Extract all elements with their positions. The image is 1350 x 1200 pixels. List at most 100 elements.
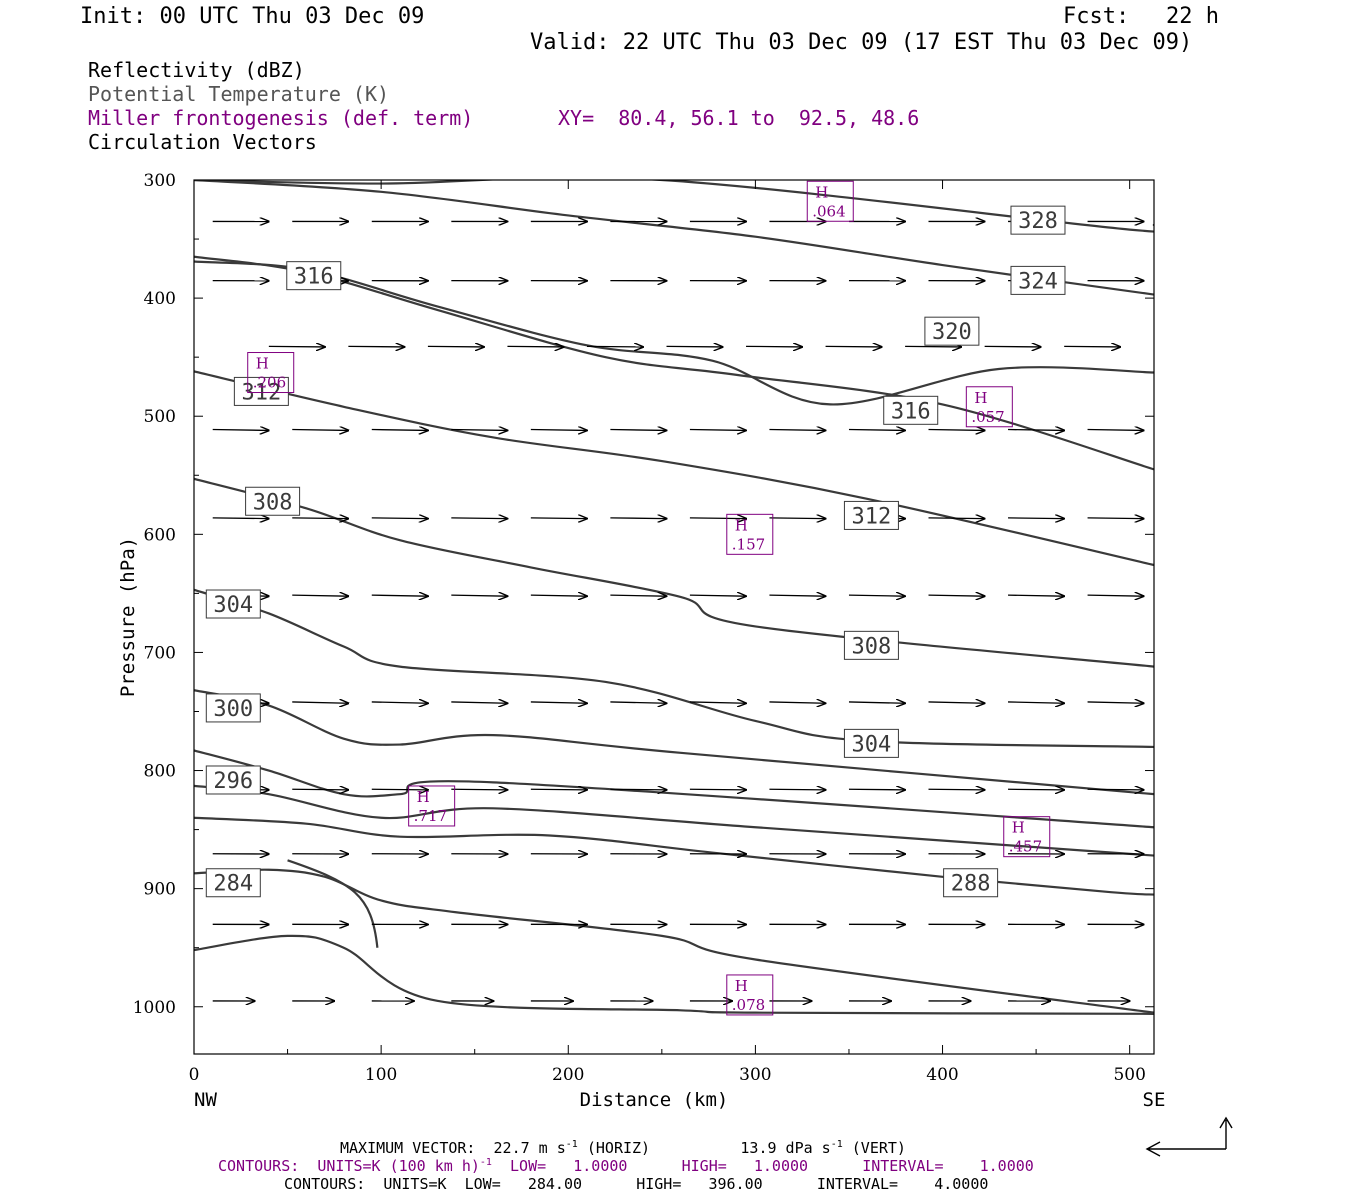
valid-time: Valid: 22 UTC Thu 03 Dec 09 (17 EST Thu … <box>530 30 1193 55</box>
forecast-label: Fcst: <box>1063 4 1130 29</box>
theta-label-308: 308 <box>843 630 899 660</box>
x-tick-label: 100 <box>365 1065 397 1085</box>
circulation-vector <box>769 789 825 790</box>
circulation-vector <box>1008 518 1064 519</box>
legend-potential-temperature: Potential Temperature (K) <box>88 82 390 106</box>
circulation-vector <box>1087 702 1144 703</box>
legend-circulation-vectors: Circulation Vectors <box>88 130 317 154</box>
frontogenesis-box <box>408 785 456 827</box>
theta-label-box <box>843 500 899 530</box>
circulation-vector <box>371 518 428 519</box>
max-vert-value: 13.9 dPa s <box>740 1139 831 1157</box>
circulation-vector <box>530 518 587 519</box>
theta-label-284: 284 <box>205 868 261 898</box>
theta-contour-312 <box>194 370 1154 567</box>
frontogenesis-box <box>965 386 1013 428</box>
frontogenesis-h-label: H <box>417 788 430 806</box>
circulation-vector <box>212 430 269 431</box>
reference-vector-vertical <box>1219 1116 1233 1149</box>
theta-label-324: 324 <box>1010 265 1066 295</box>
circulation-vector <box>292 595 348 596</box>
circulation-vector <box>292 430 348 431</box>
circulation-vector <box>530 595 587 596</box>
theta-label-box <box>1010 265 1066 295</box>
theta-label-text: 304 <box>213 593 253 618</box>
frontogenesis-value: .157 <box>732 535 765 553</box>
circulation-vector <box>689 430 746 431</box>
x-tick-label: 500 <box>1113 1065 1145 1085</box>
legend-reflectivity: Reflectivity (dBZ) <box>88 58 305 82</box>
forecast-hour: 22 h <box>1166 4 1219 29</box>
circulation-vector <box>1087 789 1144 790</box>
circulation-vector <box>848 789 905 790</box>
circulation-vector <box>371 430 428 431</box>
theta-label-304: 304 <box>205 589 261 619</box>
circulation-vector <box>1008 789 1064 790</box>
max-vert-exponent: -1 <box>830 1139 843 1150</box>
circulation-vector <box>292 789 348 790</box>
max-horiz-value: 22.7 m s <box>493 1139 566 1157</box>
frontogenesis-box <box>1003 816 1051 858</box>
circulation-vector <box>530 789 587 790</box>
frontogenesis-max: H.078 <box>726 974 774 1016</box>
y-tick-label: 700 <box>144 643 176 663</box>
frontogenesis-max: H.057 <box>965 386 1013 428</box>
circulation-vector <box>451 702 507 703</box>
cross-section-endpoints: XY= 80.4, 56.1 to 92.5, 48.6 <box>558 106 920 130</box>
circulation-vector <box>292 702 348 703</box>
contours-frontogenesis-info: CONTOURS: UNITS=K (100 km h)-1 LOW= 1.00… <box>218 1157 1034 1175</box>
circulation-vector <box>451 789 507 790</box>
theta-label-text: 328 <box>1018 209 1058 234</box>
contours1-exponent: -1 <box>479 1157 492 1168</box>
theta-label-text: 284 <box>213 872 253 897</box>
frontogenesis-max: H.457 <box>1003 816 1051 858</box>
theta-label-316: 316 <box>883 395 939 425</box>
frontogenesis-h-label: H <box>735 977 748 995</box>
theta-label-box <box>233 376 289 406</box>
theta-label-text: 316 <box>891 399 931 424</box>
frontogenesis-max: H.206 <box>247 352 295 394</box>
theta-label-320: 320 <box>924 316 980 346</box>
theta-label-box <box>205 868 261 898</box>
circulation-vector <box>689 518 746 519</box>
frontogenesis-h-label: H <box>735 516 748 534</box>
frontogenesis-value: .206 <box>253 374 286 392</box>
theta-contour-284-bend <box>287 859 379 948</box>
circulation-vector <box>1064 346 1120 347</box>
x-axis-label: Distance (km) <box>580 1089 729 1111</box>
circulation-vector <box>689 702 746 703</box>
frontogenesis-value: .057 <box>971 408 1004 426</box>
circulation-vector <box>1008 702 1064 703</box>
circulation-vector <box>984 346 1041 347</box>
theta-label-box <box>205 589 261 619</box>
y-tick-label: 900 <box>144 880 176 900</box>
circulation-vector <box>928 702 985 703</box>
theta-contour-308 <box>194 477 1154 668</box>
circulation-vector <box>610 789 666 790</box>
max-vector-info: MAXIMUM VECTOR: 22.7 m s-1 (HORIZ) 13.9 … <box>340 1139 906 1157</box>
theta-label-box <box>883 395 939 425</box>
circulation-vector <box>451 430 507 431</box>
y-tick-label: 600 <box>144 525 176 545</box>
circulation-vector <box>212 518 269 519</box>
theta-contour-288 <box>194 816 1154 896</box>
contours-theta-info: CONTOURS: UNITS=K LOW= 284.00 HIGH= 396.… <box>284 1175 989 1193</box>
frontogenesis-value: .457 <box>1009 838 1042 856</box>
theta-label-text: 308 <box>852 634 892 659</box>
circulation-vector <box>610 430 666 431</box>
theta-contour-324 <box>194 180 1154 296</box>
circulation-vector <box>348 346 404 347</box>
frontogenesis-value: .064 <box>812 202 845 220</box>
x-tick-label: 400 <box>926 1065 958 1085</box>
plot-frame <box>193 179 1155 1055</box>
y-tick-label: 800 <box>144 762 176 782</box>
theta-label-text: 312 <box>852 504 892 529</box>
circulation-vector <box>530 430 587 431</box>
max-vector-label: MAXIMUM VECTOR: <box>340 1139 476 1157</box>
frontogenesis-h-label: H <box>1012 819 1025 837</box>
theta-label-text: 304 <box>852 732 892 757</box>
theta-label-316: 316 <box>286 261 342 291</box>
contours1-units: CONTOURS: UNITS=K (100 km h) <box>218 1157 480 1175</box>
frontogenesis-max: H.157 <box>726 513 774 555</box>
theta-contour-296 <box>194 749 1154 829</box>
